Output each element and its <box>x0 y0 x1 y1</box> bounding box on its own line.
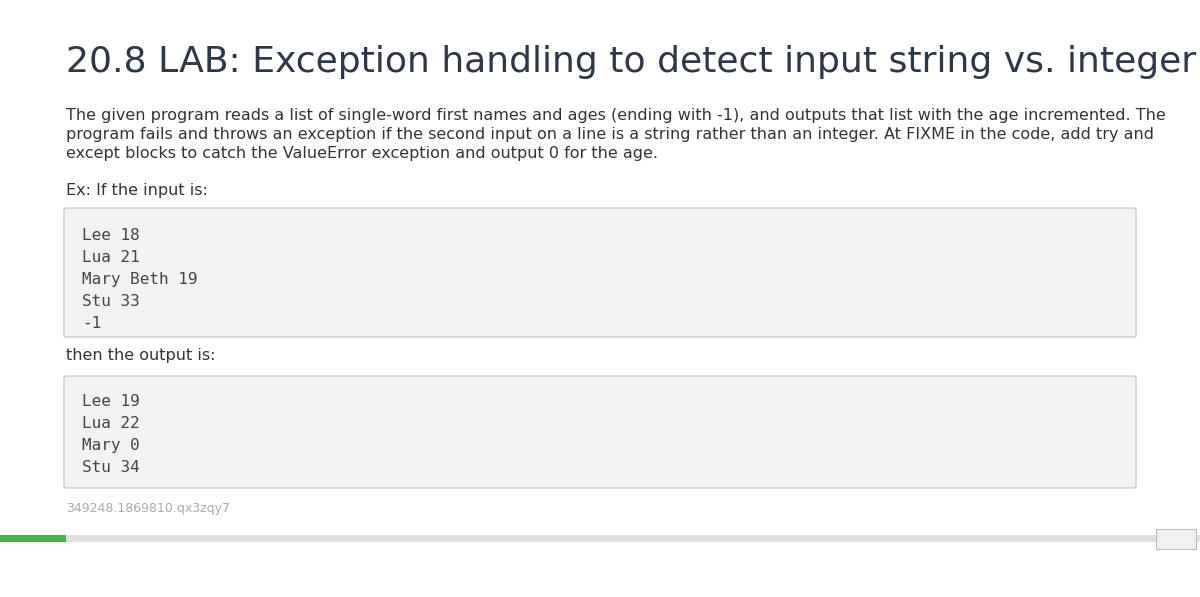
Text: Ex: If the input is:: Ex: If the input is: <box>66 183 208 198</box>
Text: Stu 34: Stu 34 <box>82 460 139 475</box>
Text: except blocks to catch the ValueError exception and output 0 for the age.: except blocks to catch the ValueError ex… <box>66 146 658 161</box>
Text: The given program reads a list of single-word first names and ages (ending with : The given program reads a list of single… <box>66 108 1165 123</box>
Text: 349248.1869810.qx3zqy7: 349248.1869810.qx3zqy7 <box>66 502 230 515</box>
Text: 20.8 LAB: Exception handling to detect input string vs. integer: 20.8 LAB: Exception handling to detect i… <box>66 45 1196 79</box>
Text: Lee 19: Lee 19 <box>82 394 139 409</box>
Text: -1: -1 <box>82 316 101 331</box>
Text: Lee 18: Lee 18 <box>82 228 139 243</box>
Text: then the output is:: then the output is: <box>66 348 216 363</box>
FancyBboxPatch shape <box>64 208 1136 337</box>
Text: Lua 21: Lua 21 <box>82 250 139 265</box>
FancyBboxPatch shape <box>64 376 1136 488</box>
Text: Mary 0: Mary 0 <box>82 438 139 453</box>
Bar <box>0 535 66 542</box>
Text: program fails and throws an exception if the second input on a line is a string : program fails and throws an exception if… <box>66 127 1154 142</box>
FancyBboxPatch shape <box>1156 529 1196 549</box>
Text: Mary Beth 19: Mary Beth 19 <box>82 272 198 287</box>
Bar <box>0 535 1200 542</box>
Text: Lua 22: Lua 22 <box>82 416 139 431</box>
Text: Stu 33: Stu 33 <box>82 294 139 309</box>
